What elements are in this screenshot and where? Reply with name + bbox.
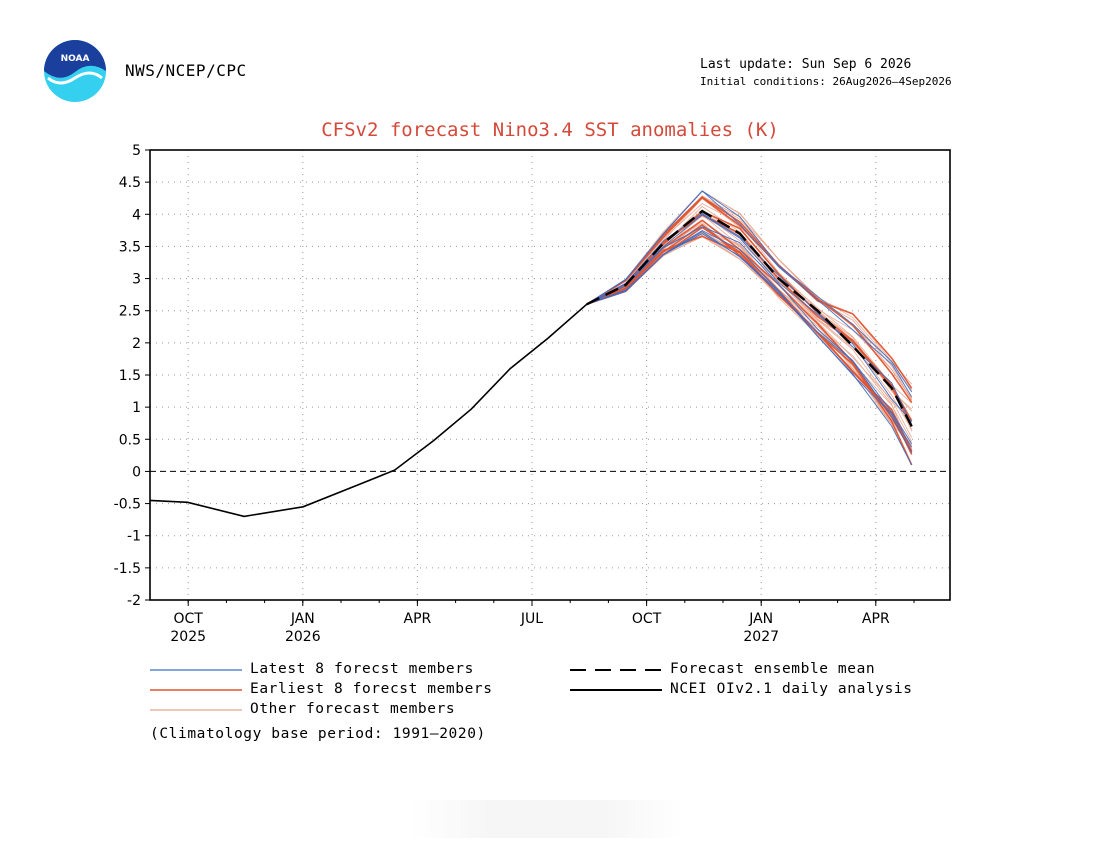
y-tick-label: 4	[132, 207, 141, 223]
y-tick-label: 4.5	[119, 175, 141, 191]
x-tick-label-year: 2025	[170, 629, 206, 645]
y-tick-label: -2	[127, 593, 141, 609]
x-tick-label-year: 2027	[743, 629, 779, 645]
forecast-member-line	[586, 190, 913, 391]
agency-name: NWS/NCEP/CPC	[125, 61, 247, 80]
forecast-member-line	[586, 226, 913, 444]
analysis-line	[149, 303, 588, 518]
x-tick-label-month: OCT	[174, 611, 204, 627]
noaa-logo-text: NOAA	[61, 54, 90, 64]
y-tick-label: 0	[132, 464, 141, 480]
y-tick-label: -0.5	[114, 497, 141, 513]
series-lines	[149, 209, 913, 518]
x-tick-label-month: JAN	[290, 611, 315, 627]
y-tick-label: 5	[132, 143, 141, 159]
forecast-member-line	[586, 191, 913, 385]
forecast-member-line	[586, 214, 913, 430]
x-tick-label-month: JAN	[748, 611, 773, 627]
watermark	[410, 800, 685, 838]
y-tick-label: 3.5	[119, 239, 141, 255]
forecast-member-line	[586, 190, 913, 393]
initial-conditions: Initial conditions: 26Aug2026—4Sep2026	[700, 75, 952, 88]
x-tick-label-month: JUL	[520, 611, 543, 627]
y-tick-label: -1	[127, 529, 141, 545]
y-tick-label: 1	[132, 400, 141, 416]
y-tick-label: 2	[132, 336, 141, 352]
ensemble-mean-line	[586, 209, 913, 427]
last-update: Last update: Sun Sep 6 2026	[700, 57, 912, 72]
forecast-member-line	[586, 231, 913, 453]
x-tick-label-month: OCT	[632, 611, 662, 627]
forecast-member-line	[586, 196, 913, 389]
plot-frame	[149, 149, 951, 601]
y-tick-label: 0.5	[119, 432, 141, 448]
y-tick-label: 1.5	[119, 368, 141, 384]
y-tick-label: 2.5	[119, 304, 141, 320]
forecast-members	[586, 190, 913, 466]
x-tick-label-year: 2026	[285, 629, 321, 645]
y-tick-label: -1.5	[114, 561, 141, 577]
forecast-member-line	[586, 190, 913, 398]
chart-title: CFSv2 forecast Nino3.4 SST anomalies (K)	[321, 119, 779, 141]
x-tick-label-month: APR	[862, 611, 890, 627]
y-tick-label: 3	[132, 272, 141, 288]
x-tick-label-month: APR	[404, 611, 432, 627]
grid	[150, 150, 950, 600]
axes: 5 4.5 4 3.5 3 2.5 2 1.5 1 0.5 0 -0.5 -1 -1.5 -2 OCT 2025…	[114, 143, 915, 645]
noaa-logo: NOAA	[44, 40, 106, 102]
